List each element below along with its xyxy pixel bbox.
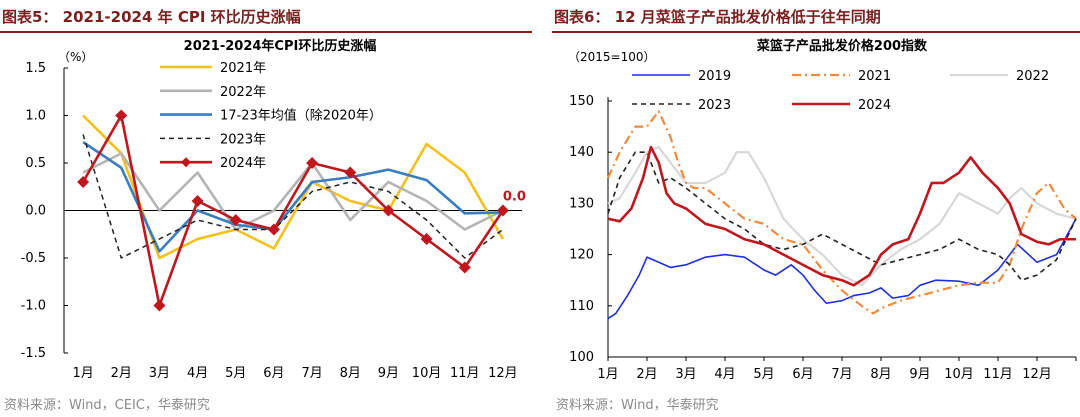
legend-label: 2022 bbox=[1016, 69, 1049, 84]
y-tick-label: 0.0 bbox=[25, 204, 46, 219]
x-tick-label: 12月 bbox=[1022, 367, 1052, 382]
data-point-diamond bbox=[267, 223, 280, 236]
x-tick-label: 9月 bbox=[378, 366, 399, 381]
y-tick-label: 110 bbox=[569, 299, 594, 314]
data-point-diamond bbox=[153, 299, 166, 312]
y-tick-label: 100 bbox=[569, 350, 594, 365]
x-tick-label: 12月 bbox=[488, 366, 518, 381]
series-line-2022 bbox=[82, 152, 504, 231]
x-tick-label: 3月 bbox=[675, 367, 696, 382]
x-tick-label: 6月 bbox=[792, 367, 813, 382]
y-tick-label: -1.5 bbox=[21, 346, 46, 361]
cpi-mom-chart: 2021-2024年CPI环比历史涨幅 （%） 1.5 1.0 0.5 0.0 -0.5 -1… bbox=[21, 38, 526, 381]
legend-label: 2019 bbox=[698, 69, 731, 84]
x-tick-label: 1月 bbox=[72, 366, 93, 381]
right-title-rule bbox=[552, 31, 1080, 33]
x-tick-label: 11月 bbox=[450, 366, 480, 381]
data-point-diamond bbox=[306, 157, 319, 169]
x-tick-label: 4月 bbox=[714, 367, 735, 382]
y-axis-unit-label: （%） bbox=[58, 50, 93, 64]
series-line-2021 bbox=[82, 114, 505, 260]
series-line-2024 bbox=[81, 114, 504, 307]
x-tick-label: 8月 bbox=[870, 367, 891, 382]
left-figure-title: 图表5： 2021-2024 年 CPI 环比历史涨幅 bbox=[2, 8, 301, 26]
x-tick-label: 11月 bbox=[983, 367, 1013, 382]
data-point-diamond bbox=[191, 195, 204, 207]
y-tick-label: -0.5 bbox=[21, 251, 46, 266]
series-line-17-23-2020 bbox=[82, 141, 503, 253]
legend-label: 2021年 bbox=[220, 61, 266, 76]
data-point-diamond bbox=[458, 261, 471, 274]
chart-title: 菜篮子产品批发价格200指数 bbox=[756, 38, 928, 54]
y-tick-label: 120 bbox=[569, 248, 594, 263]
y-tick-label: 150 bbox=[569, 94, 594, 109]
data-point-diamond bbox=[77, 176, 90, 188]
vegetable-basket-index-chart: 菜篮子产品批发价格200指数 （2015=100） 150 140 130 120 110 1… bbox=[568, 38, 1077, 382]
series-line-2021 bbox=[606, 110, 1077, 315]
left-figure-panel: 图表5： 2021-2024 年 CPI 环比历史涨幅 2021-2024年CP… bbox=[0, 0, 532, 417]
x-tick-label: 5月 bbox=[753, 367, 774, 382]
x-tick-label: 2月 bbox=[636, 367, 657, 382]
data-point-diamond bbox=[420, 233, 433, 245]
y-axis-unit-label: （2015=100） bbox=[568, 50, 656, 64]
legend-label: 2023 bbox=[698, 98, 731, 113]
data-point-diamond bbox=[229, 214, 242, 226]
legend-label: 2022年 bbox=[220, 85, 266, 100]
legend-label: 2024年 bbox=[220, 156, 266, 171]
right-figure-panel: 图表6： 12 月菜篮子产品批发价格低于往年同期 菜篮子产品批发价格200指数 （… bbox=[552, 0, 1080, 417]
x-tick-label: 8月 bbox=[340, 366, 361, 381]
data-point-diamond bbox=[382, 204, 395, 217]
x-tick-label: 7月 bbox=[831, 367, 852, 382]
data-point-diamond bbox=[344, 166, 357, 179]
right-source-note: 资料来源：Wind，华泰研究 bbox=[556, 398, 719, 413]
x-tick-label: 5月 bbox=[225, 366, 246, 381]
y-tick-label: 130 bbox=[569, 196, 594, 211]
legend-label: 17-23年均值（除2020年） bbox=[220, 108, 382, 124]
x-tick-label: 1月 bbox=[597, 367, 618, 382]
y-tick-label: 1.0 bbox=[25, 109, 46, 124]
legend-label: 2024 bbox=[858, 98, 891, 113]
left-title-rule bbox=[0, 31, 532, 33]
legend-label: 2023年 bbox=[220, 132, 266, 147]
series-line-2019 bbox=[607, 218, 1077, 320]
x-tick-label: 2月 bbox=[111, 366, 132, 381]
x-tick-label: 3月 bbox=[149, 366, 170, 381]
x-tick-label: 4月 bbox=[187, 366, 208, 381]
legend-label: 2021 bbox=[858, 69, 891, 84]
chart-title: 2021-2024年CPI环比历史涨幅 bbox=[184, 38, 377, 54]
right-figure-title: 图表6： 12 月菜篮子产品批发价格低于往年同期 bbox=[554, 8, 881, 26]
legend-diamond-marker bbox=[181, 157, 191, 168]
left-source-note: 资料来源：Wind，CEIC，华泰研究 bbox=[4, 398, 210, 413]
y-tick-label: 140 bbox=[569, 145, 594, 160]
series-line-2022 bbox=[607, 145, 1077, 287]
y-tick-label: 1.5 bbox=[25, 61, 46, 76]
x-tick-label: 10月 bbox=[412, 366, 442, 381]
series-line-2024 bbox=[607, 145, 1076, 287]
data-point-diamond bbox=[115, 109, 128, 122]
x-tick-label: 7月 bbox=[301, 366, 322, 381]
data-label-annotation: 0.0 bbox=[503, 190, 526, 205]
x-tick-label: 10月 bbox=[944, 367, 974, 382]
y-tick-label: -1.0 bbox=[21, 299, 46, 314]
x-tick-label: 6月 bbox=[263, 366, 284, 381]
x-tick-label: 9月 bbox=[909, 367, 930, 382]
data-point-diamond bbox=[496, 204, 509, 217]
series-line-2023 bbox=[82, 134, 504, 259]
y-tick-label: 0.5 bbox=[25, 156, 46, 171]
